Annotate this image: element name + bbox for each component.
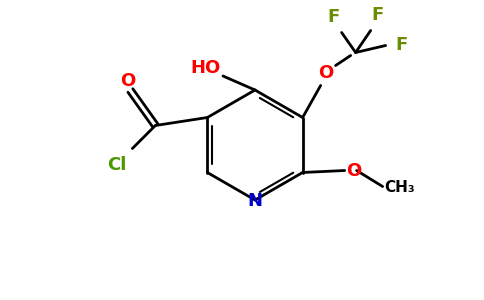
Text: O: O xyxy=(318,64,333,82)
Text: F: F xyxy=(395,37,408,55)
Text: O: O xyxy=(346,161,361,179)
Text: HO: HO xyxy=(190,59,220,77)
Text: F: F xyxy=(328,8,340,26)
Text: Cl: Cl xyxy=(106,155,126,173)
Text: N: N xyxy=(247,192,262,210)
Text: O: O xyxy=(120,73,135,91)
Text: CH₃: CH₃ xyxy=(385,180,415,195)
Text: F: F xyxy=(372,7,384,25)
